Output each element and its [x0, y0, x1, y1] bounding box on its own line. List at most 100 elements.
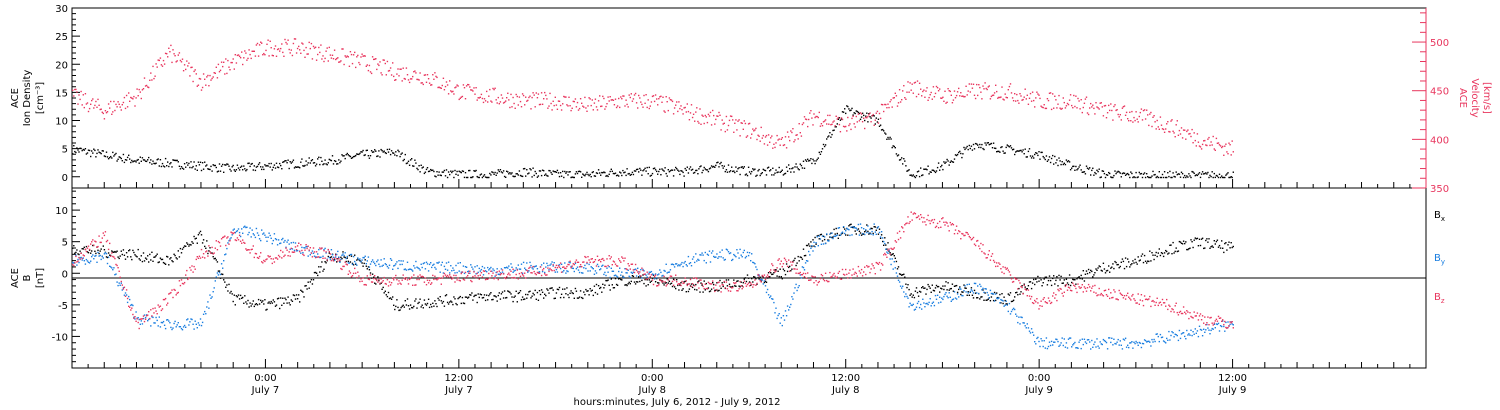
data-point [630, 93, 632, 95]
data-point [908, 91, 910, 93]
data-point [305, 160, 307, 162]
data-point [294, 242, 297, 244]
data-point [104, 252, 107, 254]
data-point [92, 244, 94, 247]
data-point [152, 307, 154, 310]
data-point [966, 294, 968, 296]
data-point [893, 97, 895, 99]
data-point [640, 269, 642, 271]
data-point [831, 133, 833, 136]
data-point [307, 162, 309, 164]
data-point [909, 294, 911, 296]
data-point [86, 260, 89, 262]
data-point [1147, 176, 1149, 178]
data-point [1103, 172, 1106, 175]
data-point [1017, 150, 1019, 152]
data-point [1211, 144, 1213, 146]
data-point [1200, 148, 1203, 150]
data-point [200, 248, 203, 251]
data-point [548, 292, 550, 294]
data-point [144, 160, 147, 162]
data-point [1125, 111, 1128, 114]
data-point [83, 255, 85, 257]
data-point [1104, 340, 1107, 343]
data-point [206, 306, 208, 308]
data-point [979, 298, 981, 300]
data-point [79, 258, 81, 261]
data-point [90, 155, 92, 158]
data-point [772, 298, 774, 300]
data-point [1175, 124, 1177, 126]
data-point [1041, 151, 1043, 154]
data-point [763, 280, 766, 282]
data-point [357, 153, 359, 155]
data-point [969, 290, 971, 293]
data-point [75, 255, 77, 258]
data-point [609, 289, 611, 291]
data-point [367, 278, 370, 280]
data-point [968, 283, 970, 285]
data-point [904, 160, 906, 162]
data-point [91, 99, 93, 102]
data-point [1058, 274, 1060, 277]
data-point [230, 170, 232, 172]
data-point [1184, 335, 1186, 338]
data-point [1209, 333, 1211, 335]
data-point [482, 274, 485, 276]
data-point [1194, 174, 1196, 177]
data-point [624, 171, 626, 173]
data-point [1048, 156, 1051, 158]
data-point [109, 254, 111, 256]
data-point [306, 164, 308, 166]
data-point [444, 295, 447, 297]
data-point [1082, 106, 1084, 109]
data-point [440, 174, 442, 177]
data-point [851, 117, 853, 120]
data-point [1047, 99, 1050, 102]
data-point [1038, 94, 1040, 96]
data-point [223, 279, 225, 281]
data-point [644, 278, 646, 281]
data-point [421, 304, 423, 306]
data-point [704, 168, 706, 170]
data-point [302, 253, 304, 256]
data-point [104, 110, 107, 112]
data-point [1068, 99, 1071, 101]
data-point [712, 166, 714, 168]
data-point [285, 160, 287, 162]
data-point [888, 106, 890, 109]
data-point [829, 233, 831, 235]
data-point [878, 112, 881, 115]
data-point [786, 305, 789, 307]
data-point [364, 259, 366, 261]
data-point [456, 170, 458, 173]
data-point [490, 100, 492, 102]
data-point [816, 158, 818, 161]
data-point [123, 96, 126, 99]
data-point [951, 102, 954, 104]
data-point [908, 306, 910, 308]
data-point [925, 303, 927, 305]
data-point [378, 278, 380, 281]
p1-y2tick-label: 400 [1430, 135, 1449, 146]
data-point [77, 149, 79, 151]
data-point [342, 253, 344, 255]
p2-ytick-label: 5 [62, 238, 68, 249]
data-point [1200, 238, 1203, 240]
data-point [452, 170, 454, 172]
data-point [400, 283, 402, 285]
data-point [564, 96, 566, 98]
data-point [654, 273, 657, 275]
data-point [744, 122, 747, 125]
data-point [905, 293, 907, 295]
data-point [597, 265, 600, 268]
data-point [668, 171, 671, 173]
data-point [1186, 329, 1188, 332]
data-point [927, 283, 929, 286]
data-point [475, 294, 477, 296]
data-point [1014, 308, 1016, 311]
data-point [966, 145, 968, 148]
data-point [223, 260, 225, 262]
data-point [198, 255, 201, 257]
data-point [212, 253, 214, 255]
